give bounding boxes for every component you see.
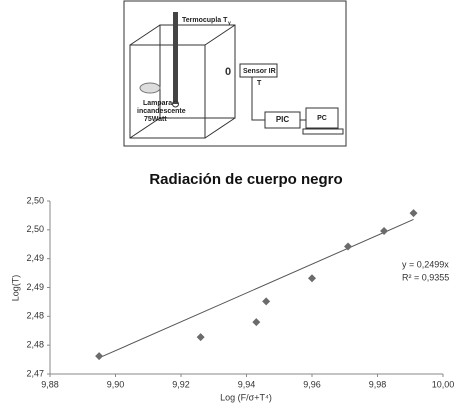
- y-tick-label: 2,48: [26, 311, 44, 321]
- thermocouple-tip: [172, 100, 179, 108]
- pic-label: PIC: [276, 115, 290, 124]
- x-tick-label: 9,94: [238, 379, 256, 389]
- lamp-line: 75Watt: [144, 116, 167, 123]
- lamp-line: incandescente: [137, 108, 186, 115]
- point: [196, 333, 205, 342]
- wire: [251, 77, 306, 121]
- sensor-label: Sensor IR: [243, 68, 276, 75]
- pc-base: [302, 128, 344, 135]
- zero-label: 0: [225, 66, 231, 78]
- diagram-frame: [123, 0, 347, 147]
- x-tick-label: 9,98: [369, 379, 387, 389]
- setup-diagram: Termocupla T y 0 Sensor IR T PIC PC Lamp…: [123, 0, 347, 147]
- x-axis-title: Log (F/σ+T⁴): [220, 392, 272, 402]
- cube-front: [129, 44, 206, 139]
- lamp-line: Lampara: [143, 100, 172, 107]
- x-tick-label: 9,90: [107, 379, 125, 389]
- y-tick-label: 2,48: [26, 340, 44, 350]
- y-tick-label: 2,49: [26, 253, 44, 263]
- point: [380, 226, 389, 235]
- x-tick-label: 9,92: [172, 379, 190, 389]
- y-axis-title: Log(T): [10, 275, 20, 302]
- sensor-box: [239, 63, 278, 78]
- y-tick-label: 2,50: [26, 224, 44, 234]
- chart-title: Radiación de cuerpo negro: [149, 171, 342, 188]
- cube-edges: [129, 24, 236, 139]
- thermocouple-rod: [173, 12, 178, 104]
- annotation: R² = 0,9355: [402, 272, 449, 282]
- point: [95, 352, 104, 361]
- point: [252, 318, 261, 327]
- pic-box: [264, 111, 301, 129]
- annotation: y = 0,2499x: [402, 259, 449, 269]
- cube-back: [159, 24, 236, 119]
- point: [344, 242, 353, 251]
- point: [409, 209, 418, 218]
- point: [262, 297, 271, 306]
- y-tick-label: 2,49: [26, 282, 44, 292]
- x-tick-label: 10,00: [432, 379, 455, 389]
- x-tick-label: 9,88: [41, 379, 59, 389]
- lamp-icon: [139, 82, 161, 94]
- trendline: [98, 218, 414, 359]
- y-tick-label: 2,50: [26, 195, 44, 205]
- pc-screen: [305, 107, 339, 129]
- x-tick-label: 9,96: [303, 379, 321, 389]
- thermocouple-label: Termocupla T: [182, 17, 228, 24]
- sensor-out-label: T: [257, 80, 262, 87]
- thermocouple-sub: y: [228, 20, 231, 26]
- y-tick-label: 2,47: [26, 368, 44, 378]
- point: [308, 274, 316, 283]
- pc-label: PC: [317, 115, 327, 122]
